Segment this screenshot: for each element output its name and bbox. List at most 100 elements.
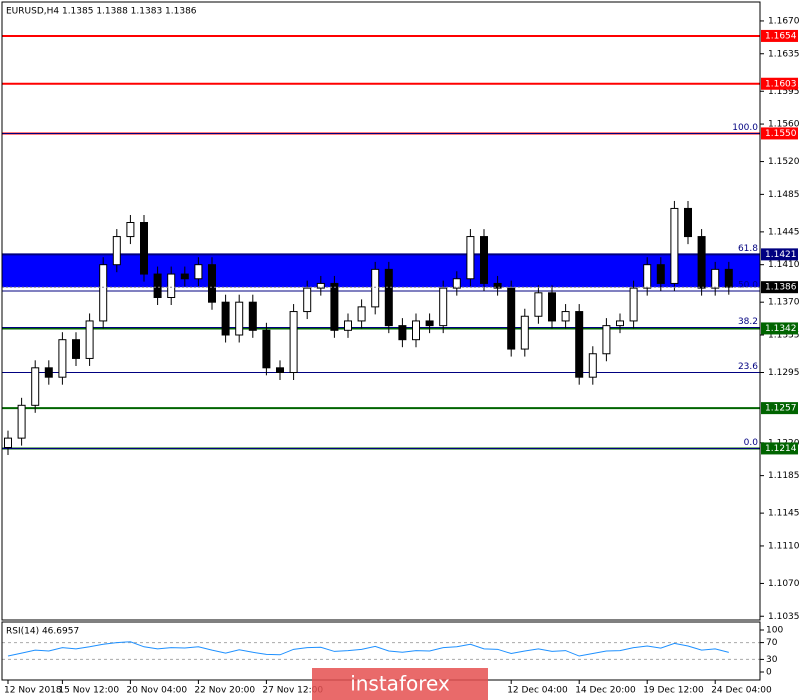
y-tick-label: 30 (766, 655, 778, 665)
x-tick-label: 15 Nov 12:00 (58, 686, 119, 696)
y-tick-label: 0 (766, 668, 772, 678)
candle-body (208, 264, 216, 303)
candle-body (167, 273, 176, 298)
level-label: 1.1257 (765, 404, 797, 414)
chart-title: EURUSD,H4 1.1385 1.1388 1.1383 1.1386 (6, 7, 197, 17)
y-tick-label: 1.1295 (768, 368, 800, 378)
candle-body (425, 320, 434, 327)
candle-body (466, 236, 475, 280)
candle-body (507, 287, 516, 350)
candle-body (684, 207, 692, 238)
fib-label: 23.6 (738, 362, 758, 372)
x-tick-label: 12 Nov 2018 (4, 686, 62, 696)
level-label-box (761, 442, 798, 455)
plot-area: 1.1670 1.1635 1.1595 1.1560 1.1520 1.1485 1.14… (2, 16, 800, 696)
candle-body (140, 222, 148, 275)
x-tick-label: 14 Dec 20:00 (575, 686, 636, 696)
candle-body (575, 311, 584, 378)
level-label: 1.1214 (765, 444, 797, 454)
candle-body (384, 268, 393, 327)
level-label: 1.1603 (765, 79, 797, 89)
candle-body (643, 264, 652, 289)
level-label-box (761, 29, 798, 42)
candle-body (303, 287, 312, 313)
candle-body (439, 287, 448, 327)
candle-body (371, 268, 380, 308)
level-label: 1.1654 (765, 31, 797, 41)
y-tick-label: 1.1370 (768, 298, 800, 308)
candle-body (248, 301, 257, 331)
candle-body (602, 325, 611, 355)
candle-body (180, 273, 189, 280)
candle-body (534, 292, 543, 317)
candle-body (235, 301, 244, 336)
level-label-box (761, 248, 798, 261)
y-tick-label: 1.1185 (768, 471, 800, 481)
candle-body (493, 282, 502, 289)
x-tick-label: 27 Nov 12:00 (262, 686, 323, 696)
level-label: 1.1550 (765, 129, 797, 139)
level-label-box (761, 402, 798, 415)
y-tick-label: 100 (766, 626, 783, 636)
x-tick-label: 22 Nov 20:00 (194, 686, 255, 696)
candle-body (656, 264, 665, 284)
fib-label: 38.2 (738, 317, 758, 327)
rsi-title: RSI(14) 46.6957 (6, 627, 79, 637)
level-label: 1.1342 (765, 324, 797, 334)
current-price-label: 1.1386 (765, 283, 797, 293)
fib-label: 100.0 (732, 123, 758, 133)
candle-body (58, 339, 67, 378)
candle-body (520, 315, 529, 350)
candle-body (276, 367, 284, 373)
candle-body (262, 329, 271, 369)
candle-body (344, 320, 352, 331)
candle-body (629, 287, 638, 322)
y-tick-label: 1.1035 (768, 612, 800, 622)
watermark-box (312, 668, 488, 700)
candle-body (194, 264, 203, 280)
x-tick-label: 24 Dec 04:00 (711, 686, 772, 696)
y-tick-label: 1.1145 (768, 509, 800, 519)
candle-body (330, 282, 339, 331)
candle-body (357, 306, 366, 322)
candle-body (616, 320, 624, 327)
level-label-box (761, 77, 798, 90)
level-label: 1.1421 (765, 250, 797, 260)
candle-body (112, 236, 121, 266)
candle-body (316, 282, 325, 289)
y-tick-label: 1.1335 (768, 331, 800, 341)
candle-body (72, 339, 80, 359)
candle-body (4, 437, 12, 448)
candle-body (85, 320, 94, 359)
candle-body (221, 301, 230, 336)
main-frame (1, 1, 761, 621)
level-label-box (761, 322, 798, 335)
candle-body (452, 278, 461, 289)
rsi-line (7, 641, 729, 657)
y-tick-label: 1.1520 (768, 157, 800, 167)
candle-body (126, 222, 135, 238)
candle-body (711, 268, 720, 289)
candle-body (31, 367, 40, 406)
y-tick-label: 1.1595 (768, 87, 800, 97)
y-tick-label: 70 (766, 638, 778, 648)
candle-body (289, 311, 298, 373)
fib-label: 61.8 (738, 244, 758, 254)
candle-body (548, 292, 556, 322)
candle-body (17, 404, 26, 439)
candle-body (99, 264, 108, 322)
fib-label: 50.0 (738, 280, 758, 290)
candle-body (480, 236, 488, 284)
candle-body (670, 207, 679, 284)
y-tick-label: 1.1560 (768, 120, 800, 130)
current-price-box (761, 281, 798, 294)
candle-body (412, 320, 420, 341)
level-label-box (761, 127, 798, 140)
y-tick-label: 1.1670 (768, 16, 800, 26)
candle-body (44, 367, 53, 378)
candle-body (588, 353, 597, 378)
y-tick-label: 1.1445 (768, 227, 800, 237)
x-tick-label: 12 Dec 04:00 (507, 686, 568, 696)
y-tick-label: 1.1070 (768, 579, 800, 589)
